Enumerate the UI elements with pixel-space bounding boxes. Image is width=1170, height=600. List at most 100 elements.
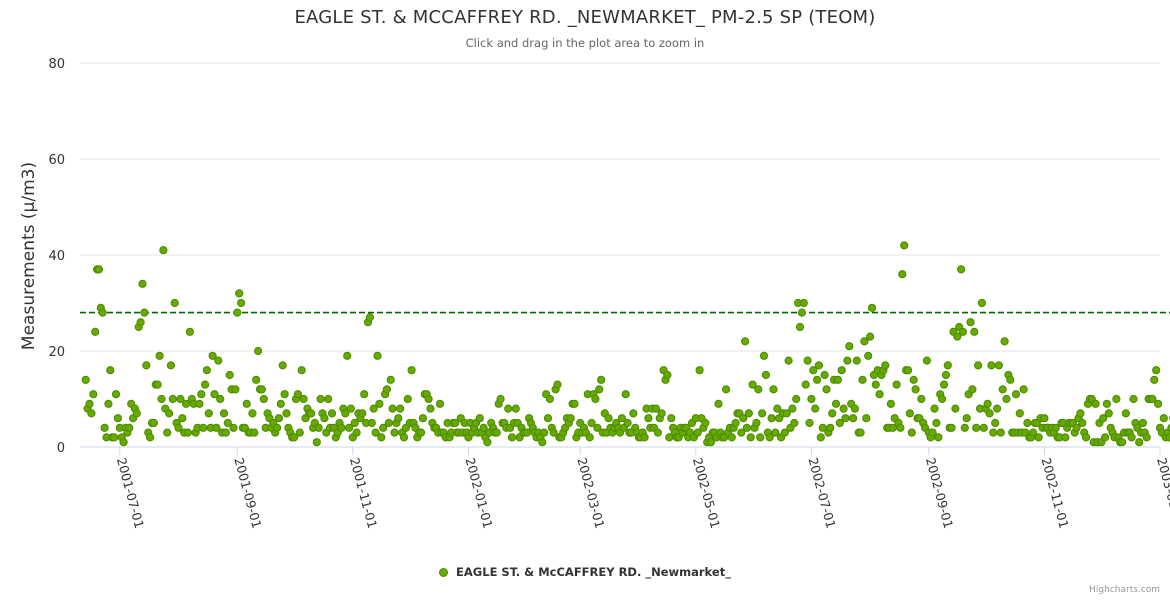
data-point[interactable] [1154,399,1163,408]
data-point[interactable] [943,361,952,370]
data-point[interactable] [163,428,172,437]
data-point[interactable] [739,414,748,423]
data-point[interactable] [337,423,346,432]
data-point[interactable] [841,414,850,423]
data-point[interactable] [1127,433,1136,442]
data-point[interactable] [828,409,837,418]
data-point[interactable] [985,409,994,418]
data-point[interactable] [1150,375,1159,384]
data-point[interactable] [100,423,109,432]
data-point[interactable] [903,366,913,375]
highcharts-credits-link[interactable]: Highcharts.com [1089,585,1160,595]
data-point[interactable] [424,394,433,404]
data-point[interactable] [737,428,746,437]
data-point[interactable] [199,423,208,432]
data-point[interactable] [909,375,918,384]
data-point[interactable] [252,375,261,384]
data-point[interactable] [644,414,653,423]
data-point[interactable] [597,375,606,384]
data-point[interactable] [769,385,778,394]
data-point[interactable] [845,342,854,351]
data-point[interactable] [373,351,382,360]
data-point[interactable] [972,423,981,432]
data-point[interactable] [248,409,257,418]
data-point[interactable] [938,394,947,404]
data-point[interactable] [274,414,283,423]
data-point[interactable] [166,361,175,370]
data-point[interactable] [278,361,287,370]
data-point[interactable] [934,433,943,442]
data-point[interactable] [813,375,822,384]
data-point[interactable] [994,361,1004,370]
data-point[interactable] [667,414,676,423]
data-point[interactable] [388,404,397,413]
data-point[interactable] [214,356,223,365]
data-point[interactable] [958,327,968,336]
data-point[interactable] [1118,438,1127,447]
data-point[interactable] [195,399,204,408]
data-point[interactable] [833,375,843,384]
data-point[interactable] [782,409,791,418]
data-point[interactable] [1034,433,1043,442]
data-point[interactable] [960,423,969,432]
data-point[interactable] [761,370,771,380]
data-point[interactable] [140,308,149,317]
data-point[interactable] [807,394,816,404]
data-point[interactable] [273,423,282,432]
data-point[interactable] [106,366,115,375]
data-point[interactable] [483,438,492,447]
data-point[interactable] [237,298,246,308]
data-point[interactable] [242,399,251,408]
data-point[interactable] [1061,433,1070,442]
data-point[interactable] [1112,394,1121,404]
data-point[interactable] [250,428,259,437]
data-point[interactable] [1051,423,1060,432]
data-point[interactable] [663,370,672,380]
data-point[interactable] [384,418,393,428]
data-point[interactable] [746,433,755,442]
data-point[interactable] [110,433,119,442]
data-point[interactable] [496,394,505,404]
data-point[interactable] [875,390,884,399]
data-point[interactable] [803,356,812,365]
data-point[interactable] [168,394,177,404]
data-point[interactable] [549,428,558,437]
data-point[interactable] [858,375,867,384]
data-point[interactable] [386,375,395,384]
data-point[interactable] [185,327,194,336]
data-point[interactable] [201,380,210,389]
data-point[interactable] [758,409,767,418]
data-point[interactable] [1102,399,1112,408]
data-point[interactable] [403,394,412,404]
data-point[interactable] [771,428,780,437]
data-point[interactable] [399,433,409,442]
data-point[interactable] [377,433,386,442]
data-point[interactable] [475,414,484,423]
data-point[interactable] [1138,418,1148,428]
data-point[interactable] [229,423,238,432]
data-point[interactable] [996,428,1005,437]
data-point[interactable] [165,409,174,418]
data-point[interactable] [346,404,355,413]
data-point[interactable] [850,404,860,413]
data-point[interactable] [773,404,782,413]
data-point[interactable] [350,418,359,428]
data-point[interactable] [418,414,427,423]
data-point[interactable] [727,433,736,442]
data-point[interactable] [731,418,740,428]
data-point[interactable] [788,404,797,413]
data-point[interactable] [792,394,801,404]
data-point[interactable] [104,399,113,408]
data-point[interactable] [1072,423,1081,432]
data-point[interactable] [695,366,704,375]
data-point[interactable] [1082,433,1091,442]
data-point[interactable] [993,404,1002,413]
data-point[interactable] [801,380,810,389]
data-point[interactable] [814,361,824,370]
data-point[interactable] [1023,418,1032,428]
data-point[interactable] [87,409,96,418]
data-point[interactable] [947,423,956,432]
data-point[interactable] [98,308,107,317]
data-point[interactable] [1015,409,1024,418]
data-point[interactable] [856,428,865,437]
